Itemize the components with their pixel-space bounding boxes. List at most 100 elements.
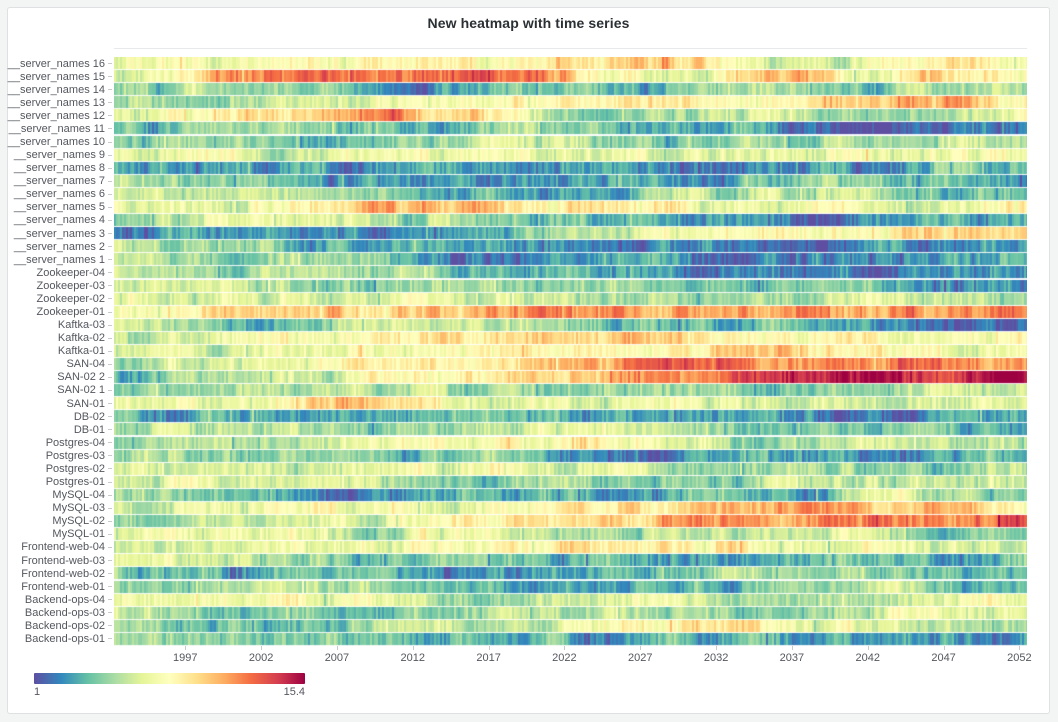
y-axis-tick bbox=[108, 115, 112, 117]
y-axis-tick bbox=[108, 468, 112, 470]
x-axis-tick bbox=[1019, 646, 1021, 650]
y-axis-tick bbox=[108, 546, 112, 548]
x-axis-label: 2052 bbox=[1007, 652, 1032, 664]
y-axis-label: Kaftka-01 bbox=[8, 345, 112, 358]
y-axis-label: SAN-02 1 bbox=[8, 384, 112, 397]
x-axis-tick bbox=[488, 646, 490, 650]
y-axis-tick bbox=[108, 494, 112, 496]
x-axis-label: 2042 bbox=[855, 652, 880, 664]
y-axis-tick bbox=[108, 403, 112, 405]
y-axis-label: Backend-ops-04 bbox=[8, 593, 112, 606]
x-axis-label: 2012 bbox=[400, 652, 425, 664]
x-axis-label: 2002 bbox=[248, 652, 274, 664]
y-axis-label: MySQL-02 bbox=[8, 515, 112, 528]
x-axis-label: 2027 bbox=[628, 652, 653, 664]
y-axis-label: __server_names 11 bbox=[8, 122, 112, 135]
x-axis-tick bbox=[564, 646, 566, 650]
heatmap-plot[interactable] bbox=[114, 57, 1027, 646]
x-axis-tick bbox=[867, 646, 869, 650]
x-axis: 1997 2002 2007 2012 2017 2022 2027 2032 2037 2042… bbox=[114, 646, 1032, 672]
x-axis-tick bbox=[791, 646, 793, 650]
y-axis-label: Kaftka-03 bbox=[8, 319, 112, 332]
y-axis-label: Zookeeper-04 bbox=[8, 266, 112, 279]
y-axis-tick bbox=[108, 363, 112, 365]
y-axis-label: SAN-02 2 bbox=[8, 371, 112, 384]
y-axis-label: DB-02 bbox=[8, 410, 112, 423]
y-axis-tick bbox=[108, 481, 112, 483]
y-axis-label: Postgres-01 bbox=[8, 476, 112, 489]
y-axis-tick bbox=[108, 638, 112, 640]
y-axis-tick bbox=[108, 625, 112, 627]
y-axis-tick bbox=[108, 89, 112, 91]
heatmap-panel: New heatmap with time series __server_na… bbox=[7, 7, 1050, 714]
y-axis-label: MySQL-04 bbox=[8, 489, 112, 502]
y-axis-tick bbox=[108, 533, 112, 535]
y-axis-tick bbox=[108, 63, 112, 65]
y-axis-label: Postgres-02 bbox=[8, 462, 112, 475]
y-axis-label: SAN-04 bbox=[8, 358, 112, 371]
x-axis-tick bbox=[716, 646, 718, 650]
x-axis-tick bbox=[336, 646, 338, 650]
color-scale-legend: 1 15.4 bbox=[34, 673, 305, 698]
x-axis-label: 2032 bbox=[703, 652, 729, 664]
y-axis-tick bbox=[108, 219, 112, 221]
y-axis-label: __server_names 5 bbox=[8, 201, 112, 214]
y-axis-label: __server_names 14 bbox=[8, 83, 112, 96]
y-axis-tick bbox=[108, 599, 112, 601]
y-axis-label: __server_names 15 bbox=[8, 70, 112, 83]
y-axis-tick bbox=[108, 167, 112, 169]
y-axis-label: __server_names 2 bbox=[8, 240, 112, 253]
y-axis-tick bbox=[108, 272, 112, 274]
x-axis-label: 2022 bbox=[552, 652, 577, 664]
y-axis-tick bbox=[108, 376, 112, 378]
y-axis-label: __server_names 1 bbox=[8, 253, 112, 266]
y-axis-tick bbox=[108, 233, 112, 235]
y-axis-label: __server_names 4 bbox=[8, 214, 112, 227]
y-axis-label: Postgres-03 bbox=[8, 449, 112, 462]
y-axis-label: Backend-ops-03 bbox=[8, 606, 112, 619]
legend-max-label: 15.4 bbox=[283, 686, 305, 698]
y-axis-label: __server_names 8 bbox=[8, 162, 112, 175]
x-axis-label: 2017 bbox=[476, 652, 501, 664]
x-axis-label: 2047 bbox=[931, 652, 956, 664]
x-axis-tick bbox=[185, 646, 187, 650]
y-axis-tick bbox=[108, 193, 112, 195]
y-axis-tick bbox=[108, 154, 112, 156]
y-axis-label: SAN-01 bbox=[8, 397, 112, 410]
y-axis-label: __server_names 7 bbox=[8, 175, 112, 188]
y-axis-tick bbox=[108, 520, 112, 522]
panel-title[interactable]: New heatmap with time series bbox=[427, 15, 630, 31]
y-axis-tick bbox=[108, 285, 112, 287]
y-axis-label: Zookeeper-02 bbox=[8, 292, 112, 305]
y-axis-tick bbox=[108, 442, 112, 444]
y-axis-tick bbox=[108, 337, 112, 339]
y-axis-tick bbox=[108, 141, 112, 143]
y-axis-tick bbox=[108, 586, 112, 588]
y-axis-tick bbox=[108, 298, 112, 300]
y-axis-tick bbox=[108, 507, 112, 509]
y-axis-label: DB-01 bbox=[8, 423, 112, 436]
y-axis-tick bbox=[108, 416, 112, 418]
y-axis-label: __server_names 12 bbox=[8, 109, 112, 122]
y-axis-tick bbox=[108, 612, 112, 614]
x-axis-tick bbox=[943, 646, 945, 650]
y-axis-tick bbox=[108, 560, 112, 561]
y-axis-label: __server_names 16 bbox=[8, 57, 112, 70]
y-axis-tick bbox=[108, 206, 112, 208]
plot-top-border bbox=[114, 48, 1027, 49]
y-axis-label: Zookeeper-01 bbox=[8, 305, 112, 318]
y-axis-label: Zookeeper-03 bbox=[8, 279, 112, 292]
y-axis: __server_names 16 __server_names 15 __serv… bbox=[8, 57, 112, 646]
y-axis-tick bbox=[108, 259, 112, 261]
y-axis-tick bbox=[108, 455, 112, 457]
y-axis-tick bbox=[108, 350, 112, 352]
y-axis-label: Postgres-04 bbox=[8, 436, 112, 449]
x-axis-label: 2037 bbox=[779, 652, 805, 664]
y-axis-tick bbox=[108, 324, 112, 326]
y-axis-label: Backend-ops-01 bbox=[8, 632, 112, 645]
y-axis-label: __server_names 9 bbox=[8, 149, 112, 162]
y-axis-label: Frontend-web-01 bbox=[8, 580, 112, 593]
y-axis-tick bbox=[108, 102, 112, 104]
y-axis-tick bbox=[108, 76, 112, 78]
y-axis-label: MySQL-03 bbox=[8, 502, 112, 515]
